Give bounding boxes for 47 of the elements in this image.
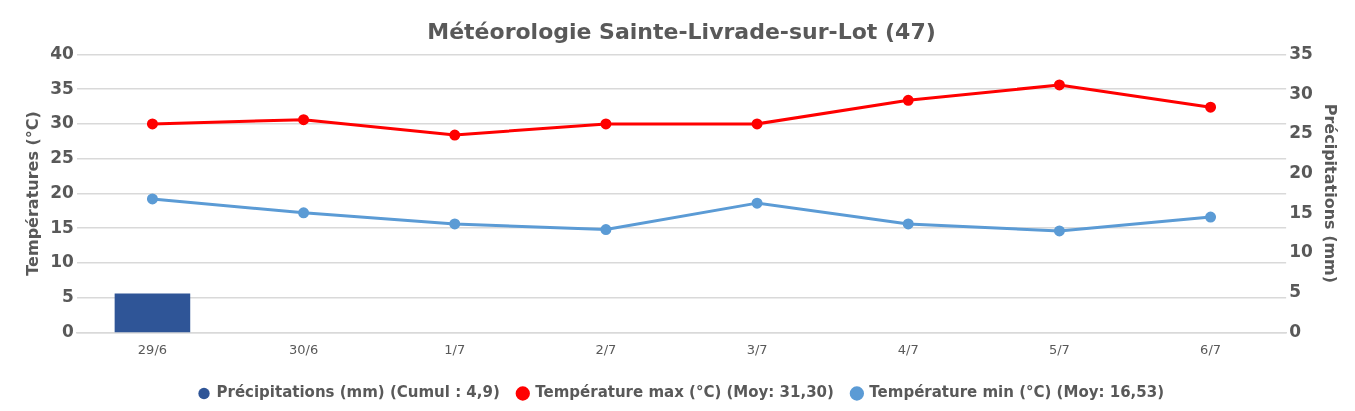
point	[600, 118, 612, 130]
point	[298, 207, 310, 219]
y2-tick-label: 20	[1289, 161, 1313, 182]
y-tick-label: 0	[62, 320, 75, 341]
y2-tick-label: 25	[1289, 122, 1313, 143]
legend-label: Précipitations (mm) (Cumul : 4,9)	[216, 383, 500, 402]
y2-tick-label: 0	[1289, 320, 1302, 341]
point	[902, 94, 914, 106]
x-tick-label: 2/7	[595, 341, 617, 357]
x-tick-label: 3/7	[746, 341, 768, 357]
point	[1205, 211, 1217, 223]
y-tick-label: 10	[50, 251, 75, 272]
point	[1053, 225, 1065, 237]
y2-tick-label: 30	[1289, 82, 1313, 103]
point	[449, 218, 461, 230]
chart-title: Météorologie Sainte-Livrade-sur-Lot (47)	[427, 18, 936, 44]
legend-label: Température min (°C) (Moy: 16,53)	[869, 383, 1164, 402]
x-tick-label: 6/7	[1200, 341, 1222, 357]
y2-tick-label: 10	[1289, 241, 1313, 262]
x-tick-label: 30/6	[289, 341, 319, 357]
point	[146, 193, 158, 205]
point	[298, 114, 310, 126]
point	[1205, 101, 1217, 113]
y-tick-label: 25	[50, 147, 74, 168]
point	[1053, 79, 1065, 91]
x-tick-label: 29/6	[137, 341, 168, 357]
y-tick-label: 30	[50, 112, 75, 133]
y-tick-label: 15	[50, 216, 74, 237]
x-tick-label: 4/7	[897, 341, 919, 357]
y2-tick-label: 5	[1289, 281, 1301, 302]
y-tick-label: 20	[50, 181, 75, 202]
y-tick-label: 35	[50, 77, 74, 98]
point	[449, 129, 461, 141]
y2-tick-label: 35	[1289, 42, 1313, 63]
y-tick-label: 40	[50, 42, 75, 63]
point	[146, 118, 158, 130]
x-tick-label: 5/7	[1048, 341, 1070, 357]
legend-label: Température max (°C) (Moy: 31,30)	[535, 383, 834, 402]
y-axis-title: Températures (°C)	[22, 111, 42, 276]
y2-axis-title: Précipitations (mm)	[1321, 103, 1341, 284]
point	[751, 197, 763, 209]
point	[600, 224, 612, 236]
point	[902, 218, 914, 230]
y-tick-label: 5	[62, 286, 74, 307]
point	[751, 118, 763, 130]
x-tick-label: 1/7	[444, 341, 466, 357]
y2-tick-label: 15	[1289, 201, 1313, 222]
